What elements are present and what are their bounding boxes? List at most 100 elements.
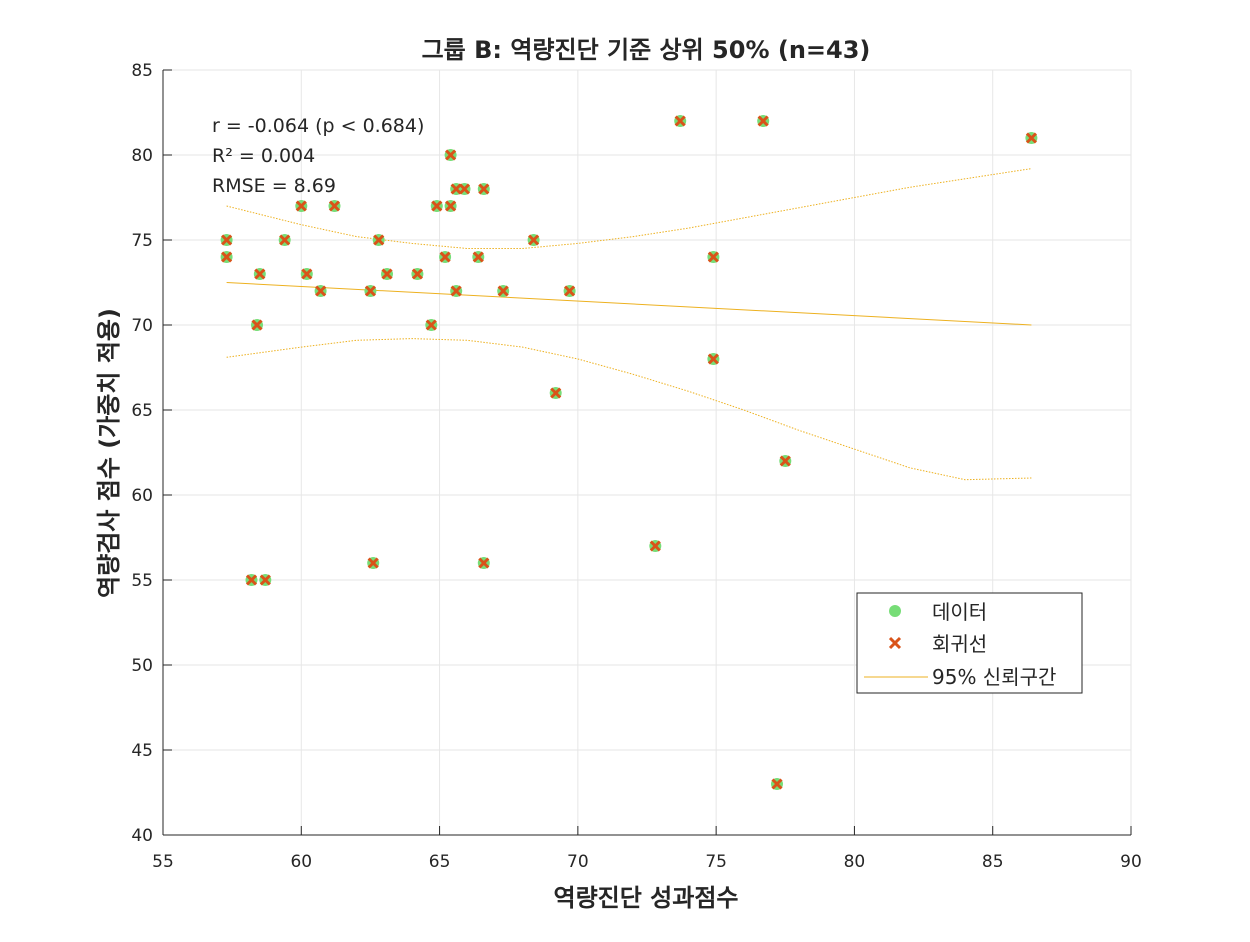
- fit-point-marker: [478, 183, 490, 195]
- fit-marker-stroke: [497, 285, 509, 297]
- fit-marker-stroke: [649, 540, 661, 552]
- fit-marker-stroke: [779, 455, 791, 467]
- x-tick-label: 85: [982, 852, 1004, 872]
- fit-marker-stroke: [550, 387, 562, 399]
- fit-point-marker: [707, 251, 719, 263]
- fit-point-marker: [497, 285, 509, 297]
- fit-marker-stroke: [221, 251, 233, 263]
- fit-marker-stroke: [478, 183, 490, 195]
- fit-marker-stroke: [373, 234, 385, 246]
- legend-fit-label: 회귀선: [932, 632, 987, 656]
- fit-point-marker: [771, 778, 783, 790]
- fit-point-marker: [528, 234, 540, 246]
- fit-marker-stroke: [425, 319, 437, 331]
- fit-marker-stroke: [478, 557, 490, 569]
- y-tick-label: 75: [131, 231, 153, 251]
- fit-point-marker: [251, 319, 263, 331]
- fit-point-marker: [367, 557, 379, 569]
- fit-point-marker: [707, 353, 719, 365]
- fit-marker-stroke: [445, 149, 457, 161]
- fit-marker-stroke: [328, 200, 341, 212]
- fit-point-marker: [1025, 132, 1037, 144]
- fit-point-marker: [381, 268, 393, 280]
- fit-marker-stroke: [450, 285, 462, 297]
- y-tick-label: 55: [131, 571, 153, 591]
- fit-marker-stroke: [259, 574, 271, 586]
- x-tick-label: 65: [429, 852, 451, 872]
- fit-marker-stroke: [674, 115, 686, 127]
- fit-point-marker: [450, 183, 462, 195]
- stats-r: r = -0.064 (p < 0.684): [212, 115, 424, 137]
- x-axis-label: 역량진단 성과점수: [554, 884, 739, 912]
- fit-point-marker: [439, 251, 451, 263]
- legend-data-label: 데이터: [932, 600, 987, 624]
- fit-marker-stroke: [301, 268, 313, 280]
- fit-marker-stroke: [707, 353, 719, 365]
- data-points: [220, 115, 1038, 790]
- fit-marker-stroke: [381, 268, 393, 280]
- fit-point-marker: [431, 200, 443, 212]
- fit-point-marker: [445, 200, 457, 212]
- fit-point-marker: [364, 285, 376, 297]
- fit-marker-stroke: [707, 251, 719, 263]
- fit-marker-stroke: [364, 285, 376, 297]
- fit-marker-stroke: [445, 200, 457, 212]
- confidence-interval: [226, 168, 1032, 481]
- y-tick-label: 60: [131, 486, 153, 506]
- fit-point-marker: [295, 200, 307, 212]
- fit-point-marker: [478, 557, 490, 569]
- x-tick-label: 70: [567, 852, 589, 872]
- fit-marker-stroke: [439, 251, 451, 263]
- fit-point-marker: [221, 234, 233, 246]
- stats-rmse: RMSE = 8.69: [212, 175, 336, 197]
- fit-point-marker: [279, 234, 291, 246]
- fit-marker-stroke: [367, 557, 379, 569]
- fit-marker-stroke: [295, 200, 307, 212]
- fit-marker-stroke: [431, 200, 443, 212]
- y-tick-label: 70: [131, 316, 153, 336]
- fit-point-marker: [411, 268, 424, 280]
- legend: 데이터 회귀선 95% 신뢰구간: [856, 592, 1083, 694]
- stats-r2: R² = 0.004: [212, 145, 315, 167]
- stats-annotation: r = -0.064 (p < 0.684) R² = 0.004 RMSE =…: [212, 115, 424, 197]
- fit-point-marker: [757, 115, 769, 127]
- fit-point-marker: [254, 268, 266, 280]
- legend-data-marker: [889, 605, 901, 617]
- fit-point-marker: [301, 268, 313, 280]
- fit-point-marker: [450, 285, 462, 297]
- fit-marker-stroke: [472, 251, 484, 263]
- axes: [162, 69, 1132, 836]
- fit-point-marker: [563, 285, 576, 297]
- y-tick-label: 85: [131, 61, 153, 81]
- fit-point-marker: [550, 387, 562, 399]
- x-tick-label: 80: [844, 852, 866, 872]
- fit-marker-stroke: [757, 115, 769, 127]
- fit-marker-stroke: [1025, 132, 1037, 144]
- x-tick-label: 60: [290, 852, 312, 872]
- y-axis-label: 역량검사 점수 (가중치 적용): [95, 308, 123, 598]
- fit-marker-stroke: [254, 268, 266, 280]
- y-tick-label: 65: [131, 401, 153, 421]
- fit-marker-stroke: [315, 285, 327, 297]
- fit-marker-stroke: [221, 234, 233, 246]
- regression-line: [226, 282, 1032, 326]
- y-tick-label: 40: [131, 826, 153, 846]
- fit-point-marker: [245, 574, 258, 586]
- fit-point-marker: [328, 200, 341, 212]
- fit-point-marker: [315, 285, 327, 297]
- x-tick-label: 55: [152, 852, 174, 872]
- y-tick-label: 80: [131, 146, 153, 166]
- tick-labels: 55 60 65 70 75 80 85 90 40 45 50 55 60 65 70 75 80 85: [131, 61, 1141, 872]
- fit-point-marker: [445, 149, 457, 161]
- fit-marker-stroke: [458, 183, 471, 195]
- fit-point-marker: [458, 183, 471, 195]
- fit-marker-stroke: [251, 319, 263, 331]
- fit-point-marker: [649, 540, 661, 552]
- y-tick-label: 50: [131, 656, 153, 676]
- fit-marker-stroke: [563, 285, 576, 297]
- fit-point-marker: [425, 319, 437, 331]
- y-tick-label: 45: [131, 741, 153, 761]
- fit-line-group: [226, 282, 1032, 326]
